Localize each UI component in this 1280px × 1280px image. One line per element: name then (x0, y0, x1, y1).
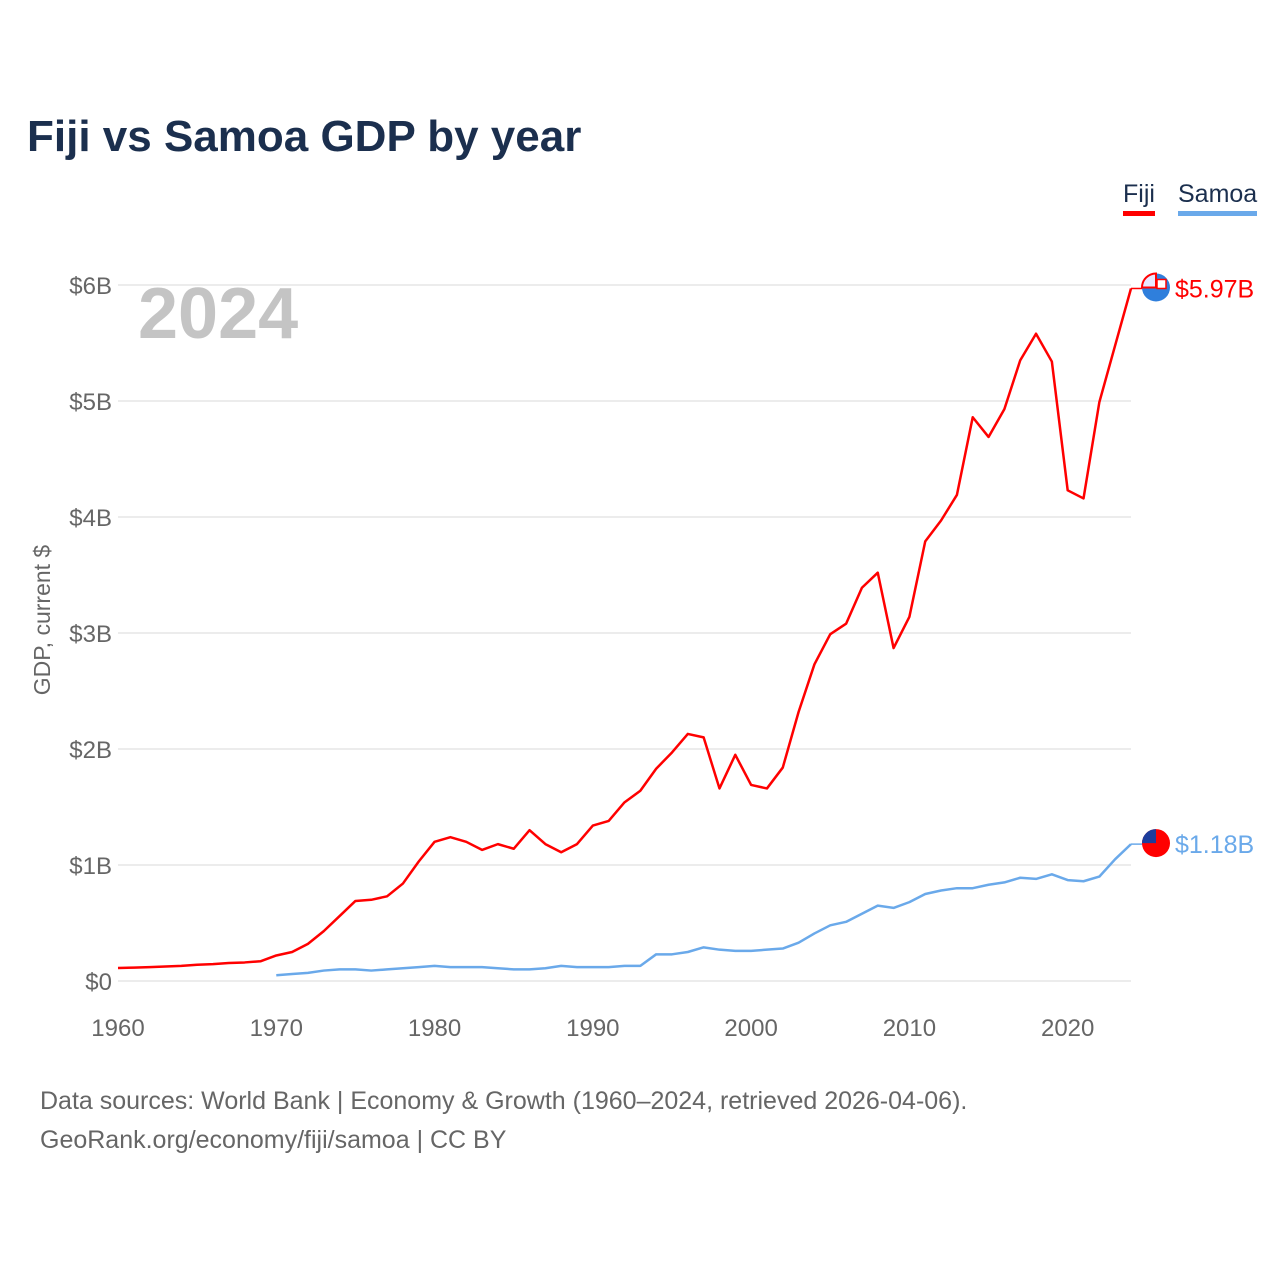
y-tick-label: $3B (69, 621, 112, 648)
year-watermark: 2024 (138, 274, 298, 354)
end-value-label: $1.18B (1175, 831, 1254, 859)
flag-canton (1140, 272, 1157, 289)
end-value-label: $5.97B (1175, 275, 1254, 303)
x-tick-label: 1970 (250, 1015, 303, 1042)
y-tick-label: $1B (69, 853, 112, 880)
x-tick-label: 1980 (408, 1015, 461, 1042)
footer-sources: Data sources: World Bank | Economy & Gro… (40, 1087, 968, 1115)
footer: Data sources: World Bank | Economy & Gro… (40, 1082, 967, 1160)
legend-samoa[interactable]: Samoa (1178, 180, 1258, 216)
chart-title: Fiji vs Samoa GDP by year (27, 112, 582, 161)
y-tick-label: $5B (69, 389, 112, 416)
series-line-samoa (276, 843, 1132, 977)
y-axis-label: GDP, current $ (29, 545, 55, 696)
footer-link[interactable]: GeoRank.org/economy/fiji/samoa | CC BY (40, 1126, 507, 1154)
y-tick-label: $4B (69, 505, 112, 532)
x-tick-label: 2000 (724, 1015, 777, 1042)
x-tick-label: 1960 (91, 1015, 144, 1042)
flag-canton (1142, 829, 1156, 844)
y-tick-label: $6B (69, 273, 112, 300)
flag-shield (1156, 278, 1167, 290)
legend-fiji[interactable]: Fiji (1123, 180, 1155, 216)
y-tick-label: $2B (69, 737, 112, 764)
x-tick-label: 2020 (1041, 1015, 1094, 1042)
x-tick-label: 1990 (566, 1015, 619, 1042)
y-tick-label: $0 (85, 969, 112, 996)
x-tick-label: 2010 (883, 1015, 936, 1042)
series-line-fiji (117, 288, 1133, 970)
